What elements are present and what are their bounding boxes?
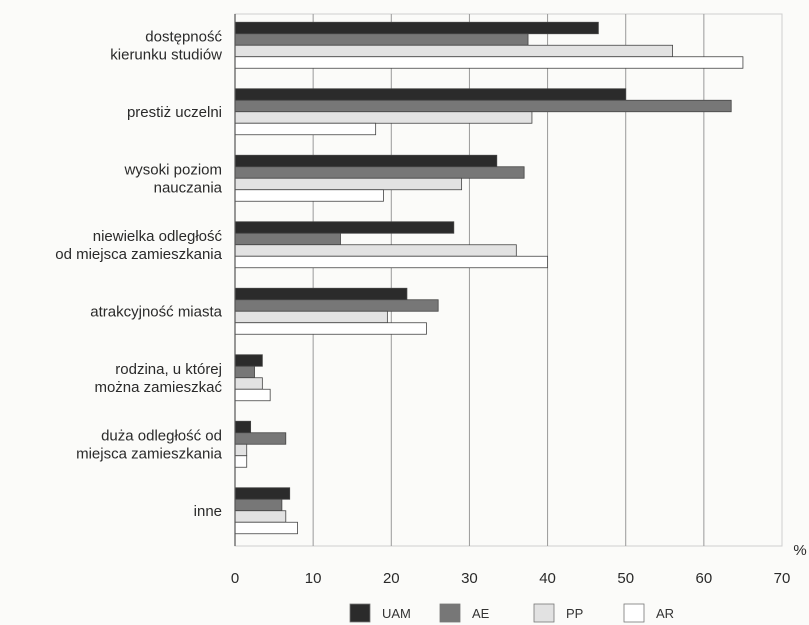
bar-pp <box>234 44 674 58</box>
legend-label-ae: AE <box>472 606 490 621</box>
x-tick-labels: 0 10 20 30 40 50 60 70 <box>231 570 791 587</box>
category-label: duża odległość od <box>101 427 222 444</box>
bar-ar <box>234 189 384 202</box>
bar-pp <box>234 111 533 124</box>
legend-swatch-ar <box>623 603 645 623</box>
bar-ae <box>234 299 439 312</box>
bar-pp <box>234 310 388 324</box>
x-tick-label: 0 <box>231 570 239 587</box>
legend-label-pp: PP <box>566 606 583 621</box>
legend-label-ar: AR <box>656 606 674 621</box>
bar-uam <box>234 354 263 367</box>
legend-swatch-pp <box>533 603 555 623</box>
bar-uam <box>234 221 455 234</box>
x-tick-label: 40 <box>539 570 556 587</box>
bar-uam <box>234 487 291 500</box>
x-tick-label: 50 <box>617 570 634 587</box>
bar-ae <box>234 498 283 512</box>
bar-uam <box>234 154 498 168</box>
category-label: atrakcyjność miasta <box>90 303 222 320</box>
x-tick-label: 10 <box>305 570 322 587</box>
category-label: prestiż uczelni <box>127 104 222 121</box>
category-label: od miejsca zamieszkania <box>55 246 222 263</box>
bar-uam <box>234 21 599 35</box>
category-label: dostępność <box>145 28 222 45</box>
bars <box>234 21 744 535</box>
bar-ae <box>234 365 255 379</box>
category-label: rodzina, u której <box>115 361 222 378</box>
x-tick-label: 70 <box>774 570 791 587</box>
legend-label-uam: UAM <box>382 606 411 621</box>
category-label: kierunku studiów <box>110 46 222 63</box>
category-label: inne <box>194 503 222 520</box>
legend-swatch-ae <box>439 603 461 623</box>
bar-ae <box>234 99 732 113</box>
category-label: miejsca zamieszkania <box>76 445 223 462</box>
category-label: można zamieszkać <box>94 379 222 396</box>
category-label: niewielka odległość <box>93 228 223 245</box>
bar-ae <box>234 33 529 46</box>
bar-pp <box>234 244 517 257</box>
bar-ar <box>234 122 377 136</box>
bar-ar <box>234 388 271 402</box>
category-label: wysoki poziom <box>123 161 222 178</box>
legend: UAM AE PP AR <box>349 603 674 623</box>
x-tick-label: 30 <box>461 570 478 587</box>
bar-ar <box>234 322 427 335</box>
bar-ar <box>234 521 298 535</box>
bar-ae <box>234 232 341 246</box>
bar-pp <box>234 510 287 523</box>
bar-pp <box>234 377 263 390</box>
category-label: nauczania <box>154 179 223 196</box>
bar-ae <box>234 166 525 179</box>
bar-pp <box>234 177 463 191</box>
bar-ae <box>234 432 287 445</box>
bar-pp <box>234 443 248 457</box>
bar-uam <box>234 287 408 301</box>
x-tick-label: 60 <box>696 570 713 587</box>
x-tick-label: 20 <box>383 570 400 587</box>
bar-uam <box>234 88 627 101</box>
x-unit-label: % <box>793 542 806 559</box>
bar-ar <box>234 56 744 69</box>
legend-swatch-uam <box>349 603 371 623</box>
bar-ar <box>234 255 548 269</box>
bar-ar <box>234 455 248 468</box>
bar-uam <box>234 420 252 434</box>
